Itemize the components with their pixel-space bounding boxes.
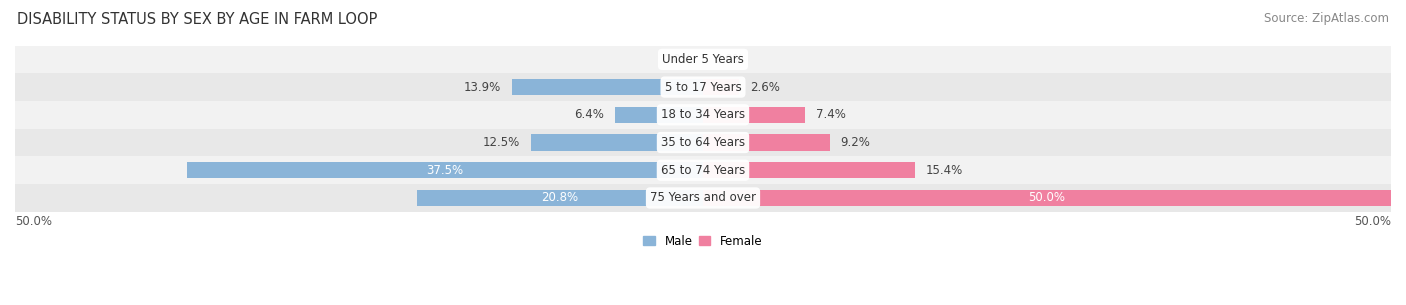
Text: 0.0%: 0.0% [662,53,692,66]
Bar [15,101,1391,129]
Text: 50.0%: 50.0% [1354,215,1391,228]
Text: 20.8%: 20.8% [541,192,578,204]
Text: 5 to 17 Years: 5 to 17 Years [665,81,741,94]
Text: 50.0%: 50.0% [1029,192,1066,204]
Text: 0.0%: 0.0% [714,53,744,66]
Text: 6.4%: 6.4% [574,108,605,121]
Bar [15,156,1391,184]
Bar [416,190,703,206]
Bar [703,162,915,178]
Text: DISABILITY STATUS BY SEX BY AGE IN FARM LOOP: DISABILITY STATUS BY SEX BY AGE IN FARM … [17,12,377,27]
Text: 18 to 34 Years: 18 to 34 Years [661,108,745,121]
Bar [187,162,703,178]
Text: 35 to 64 Years: 35 to 64 Years [661,136,745,149]
Bar [703,135,830,151]
Text: Source: ZipAtlas.com: Source: ZipAtlas.com [1264,12,1389,25]
Text: Under 5 Years: Under 5 Years [662,53,744,66]
Bar [15,45,1391,73]
Bar [703,107,804,123]
Text: 12.5%: 12.5% [482,136,520,149]
Bar [531,135,703,151]
Text: 75 Years and over: 75 Years and over [650,192,756,204]
Bar [703,79,738,95]
Bar [15,184,1391,212]
Bar [614,107,703,123]
Text: 37.5%: 37.5% [426,164,464,177]
Bar [15,73,1391,101]
Text: 50.0%: 50.0% [15,215,52,228]
Text: 15.4%: 15.4% [927,164,963,177]
Text: 13.9%: 13.9% [464,81,501,94]
Text: 9.2%: 9.2% [841,136,870,149]
Bar [703,190,1391,206]
Bar [15,129,1391,156]
Bar [512,79,703,95]
Legend: Male, Female: Male, Female [638,230,768,253]
Text: 7.4%: 7.4% [815,108,845,121]
Text: 65 to 74 Years: 65 to 74 Years [661,164,745,177]
Text: 2.6%: 2.6% [749,81,780,94]
